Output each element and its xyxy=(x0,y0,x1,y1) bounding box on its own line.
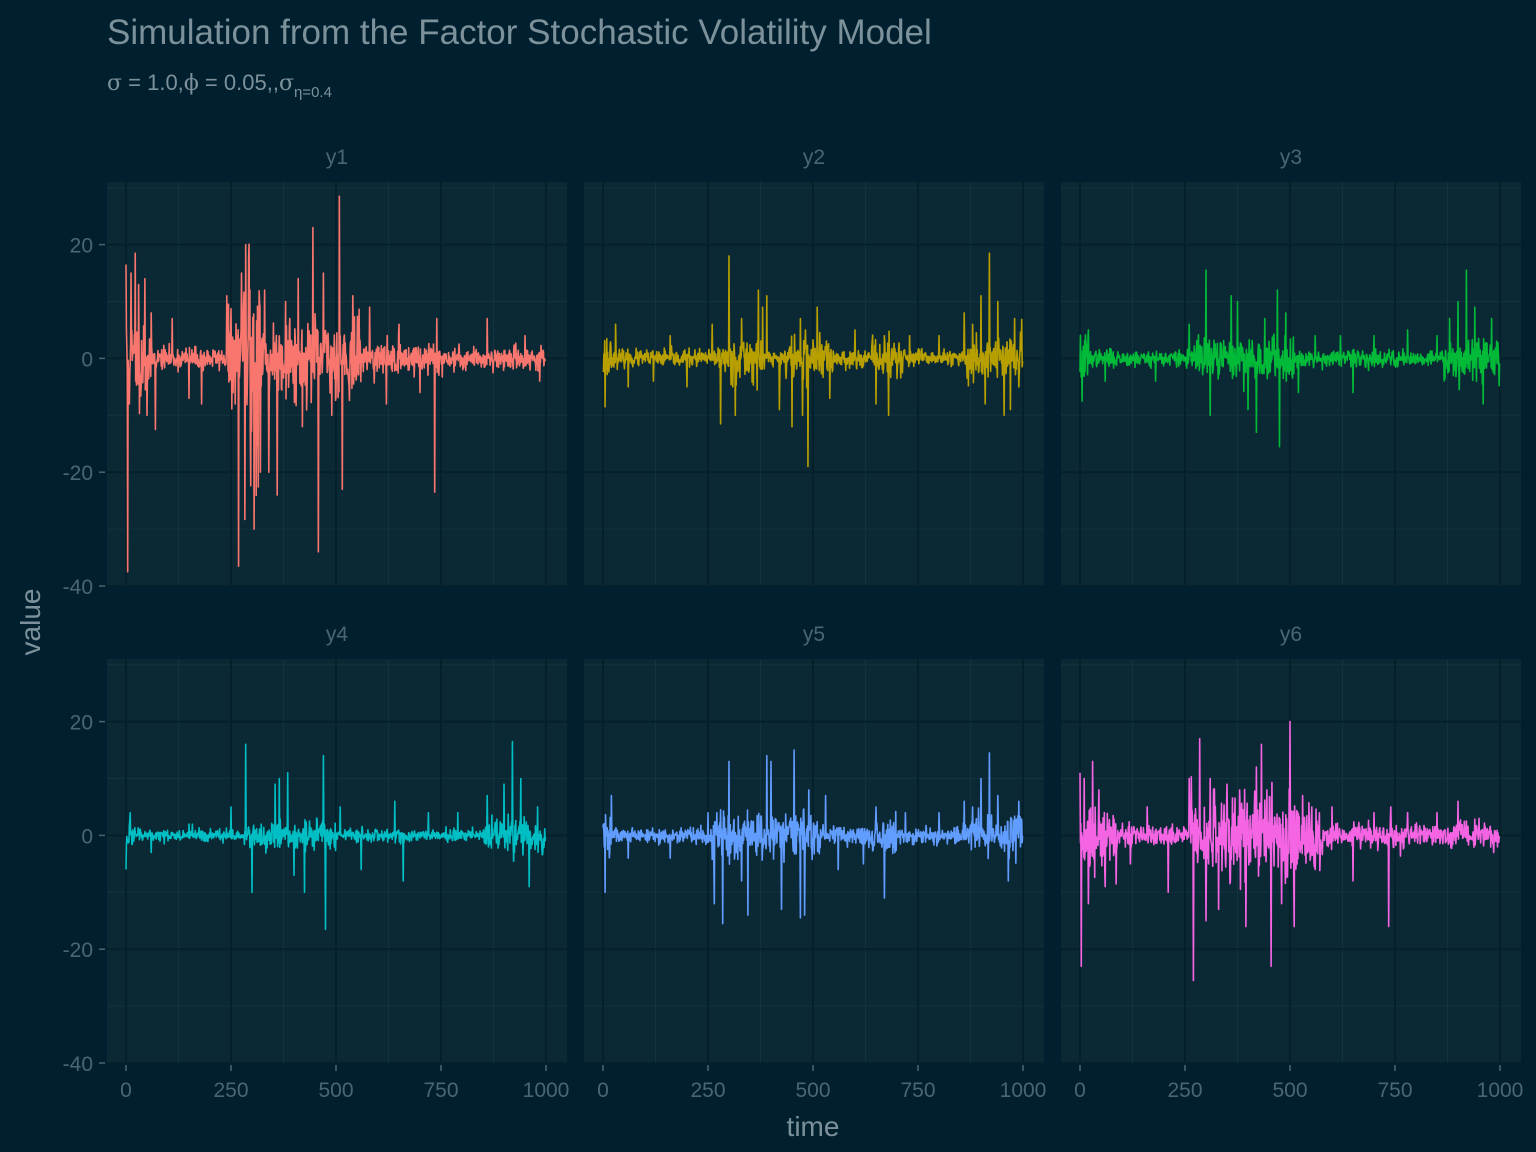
y-tick-label: -40 xyxy=(63,576,93,599)
y-tick-label: -20 xyxy=(63,462,93,485)
facet-strip-label: y5 xyxy=(803,623,825,646)
facet-strip-label: y3 xyxy=(1280,146,1302,169)
x-tick-label: 1000 xyxy=(1000,1079,1047,1102)
y-tick-label: 20 xyxy=(70,712,93,735)
subtitle-symbol: ϕ xyxy=(184,71,199,96)
x-tick-label: 500 xyxy=(1272,1079,1307,1102)
facet-strip-label: y1 xyxy=(326,146,348,169)
y-tick-label: 0 xyxy=(81,348,93,371)
x-tick-label: 0 xyxy=(597,1079,609,1102)
x-tick-label: 250 xyxy=(1167,1079,1202,1102)
facet-panel-y5: y5 0 250 500 750 1000 xyxy=(584,623,1046,1102)
series-line-y1 xyxy=(125,195,547,573)
series-line-y6 xyxy=(1079,720,1501,982)
facet-panels: y1 20 0 -20 -40 y2 y3 y4 20 0 -20 -40 0 250 500 750 1000… xyxy=(63,146,1524,1102)
series-line-y2 xyxy=(602,252,1024,468)
series-line-y4 xyxy=(125,740,547,931)
x-tick-label: 500 xyxy=(318,1079,353,1102)
x-tick-label: 0 xyxy=(120,1079,132,1102)
subtitle-text: = 0.05,, xyxy=(199,70,279,95)
x-axis-label: time xyxy=(787,1111,840,1142)
subtitle-symbol: σ xyxy=(107,71,122,96)
subtitle-text: = 1.0, xyxy=(122,70,184,95)
y-tick-label: -40 xyxy=(63,1053,93,1076)
facet-strip-label: y6 xyxy=(1280,623,1302,646)
facet-panel-y6: y6 0 250 500 750 1000 xyxy=(1061,623,1523,1102)
facet-panel-y2: y2 xyxy=(584,146,1044,587)
facet-panel-y1: y1 20 0 -20 -40 xyxy=(63,146,567,599)
subtitle-symbol: σ xyxy=(279,71,294,96)
chart-title: Simulation from the Factor Stochastic Vo… xyxy=(107,13,932,52)
y-tick-label: 0 xyxy=(81,825,93,848)
facet-panel-y4: y4 20 0 -20 -40 0 250 500 750 1000 xyxy=(63,623,570,1102)
x-tick-label: 1000 xyxy=(523,1079,570,1102)
series-line-y3 xyxy=(1079,269,1501,448)
x-tick-label: 1000 xyxy=(1477,1079,1524,1102)
x-tick-label: 250 xyxy=(690,1079,725,1102)
facet-strip-label: y4 xyxy=(326,623,349,646)
x-tick-label: 250 xyxy=(213,1079,248,1102)
y-tick-label: -20 xyxy=(63,939,93,962)
chart-subtitle: σ = 1.0,ϕ = 0.05,,ση=0.4 xyxy=(107,70,332,101)
y-tick-label: 20 xyxy=(70,235,93,258)
x-tick-label: 0 xyxy=(1074,1079,1086,1102)
x-tick-label: 750 xyxy=(900,1079,935,1102)
x-tick-label: 750 xyxy=(423,1079,458,1102)
facet-panel-y3: y3 xyxy=(1061,146,1521,587)
series-line-y5 xyxy=(602,749,1024,925)
x-tick-label: 750 xyxy=(1377,1079,1412,1102)
facet-strip-label: y2 xyxy=(803,146,825,169)
subtitle-subscript: η=0.4 xyxy=(294,84,332,101)
x-tick-label: 500 xyxy=(795,1079,830,1102)
y-axis-label: value xyxy=(15,589,46,656)
